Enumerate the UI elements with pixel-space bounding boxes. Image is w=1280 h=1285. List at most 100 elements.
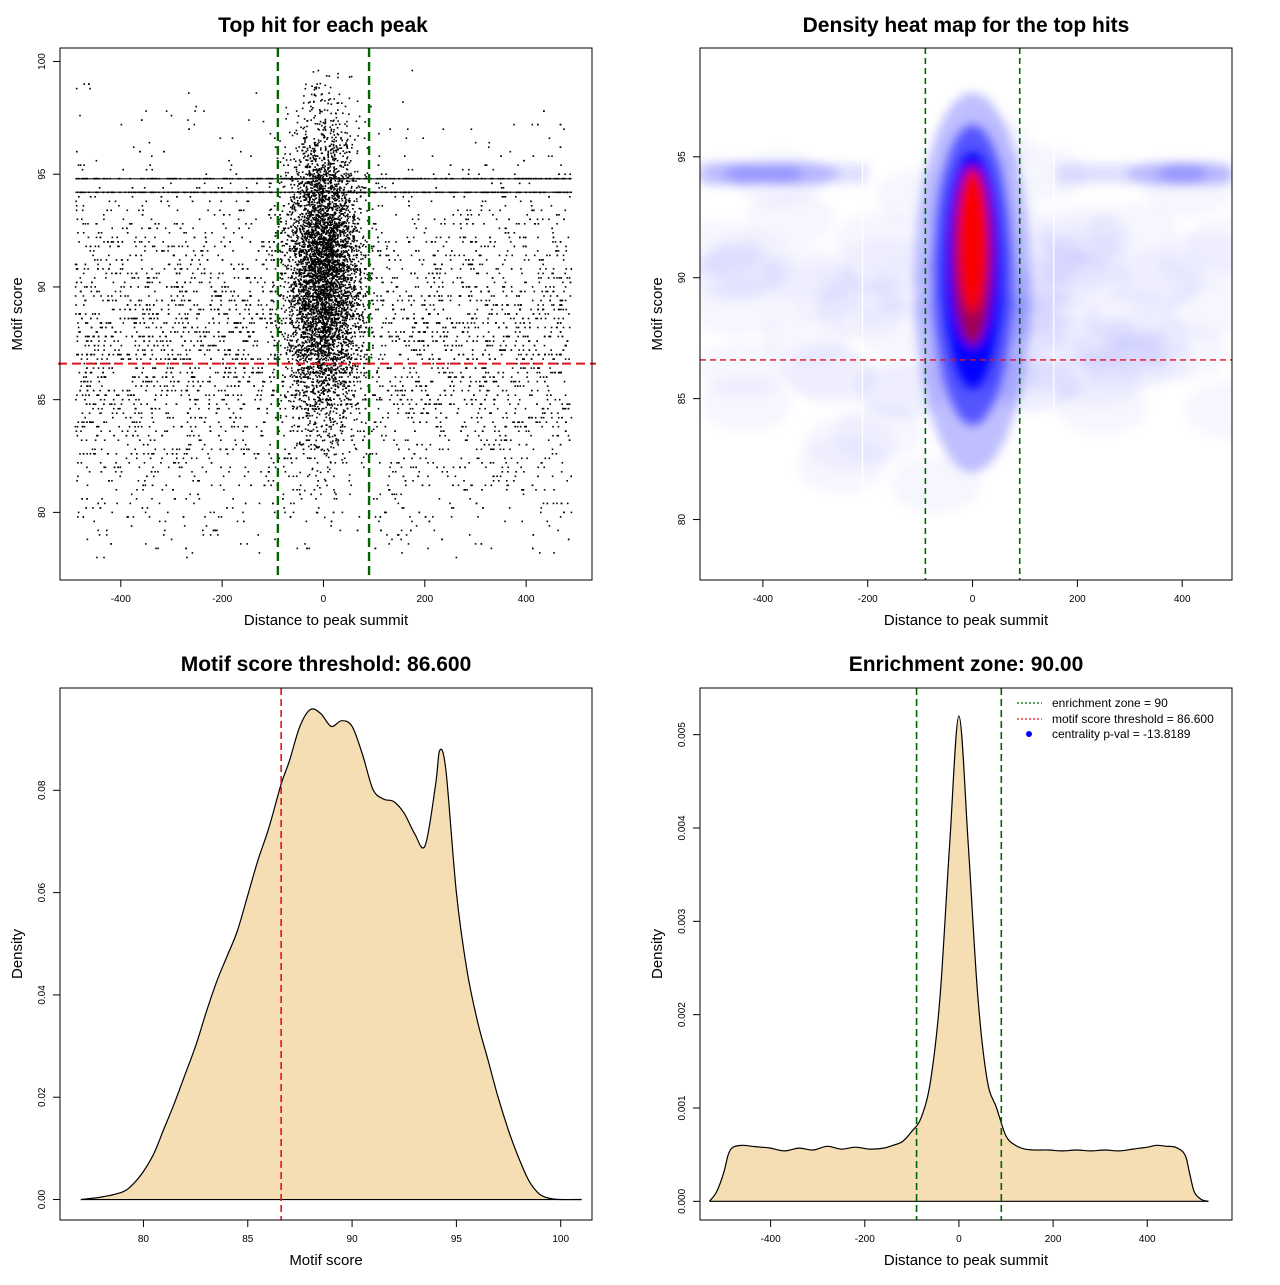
- scatter-point: [168, 313, 170, 315]
- scatter-point: [338, 254, 341, 257]
- scatter-point: [342, 412, 344, 414]
- scatter-point: [159, 335, 161, 338]
- scatter-point: [100, 430, 102, 432]
- scatter-point: [173, 380, 175, 383]
- scatter-point: [350, 268, 352, 270]
- scatter-point: [158, 272, 160, 275]
- scatter-point: [123, 286, 125, 288]
- scatter-point: [386, 367, 389, 369]
- scatter-point: [471, 241, 473, 243]
- scatter-point: [491, 182, 493, 185]
- scatter-point: [177, 462, 180, 464]
- scatter-point: [142, 317, 145, 320]
- scatter-point: [368, 326, 371, 329]
- scatter-point: [477, 516, 479, 518]
- scatter-point: [493, 245, 495, 248]
- scatter-point: [274, 146, 277, 148]
- scatter-point: [336, 353, 339, 356]
- scatter-point: [148, 340, 151, 342]
- scatter-point: [488, 141, 491, 144]
- scatter-point: [329, 214, 332, 216]
- scatter-point: [486, 439, 488, 441]
- scatter-point: [296, 263, 299, 266]
- scatter-point: [100, 259, 102, 261]
- scatter-point: [211, 299, 213, 302]
- scatter-point: [338, 371, 341, 374]
- scatter-point: [381, 232, 383, 234]
- scatter-point: [149, 439, 152, 441]
- scatter-point: [468, 259, 470, 261]
- scatter-point: [265, 326, 268, 329]
- scatter-point: [203, 443, 206, 446]
- scatter-point: [226, 453, 229, 455]
- scatter-point: [152, 453, 155, 455]
- scatter-point: [380, 277, 383, 279]
- scatter-point: [252, 331, 255, 333]
- scatter-point: [468, 286, 471, 288]
- scatter-point: [401, 552, 403, 554]
- scatter-point: [260, 277, 262, 279]
- scatter-point: [194, 254, 197, 257]
- scatter-point: [352, 394, 354, 396]
- scatter-point: [261, 263, 264, 266]
- scatter-point: [557, 412, 559, 414]
- scatter-point: [89, 403, 91, 405]
- scatter-point: [276, 353, 279, 356]
- scatter-point: [211, 344, 214, 347]
- scatter-point: [287, 214, 290, 216]
- scatter-point: [222, 358, 224, 360]
- scatter-point: [150, 218, 153, 221]
- scatter-point: [521, 457, 523, 460]
- scatter-point: [504, 259, 506, 261]
- scatter-point: [279, 407, 281, 410]
- scatter-point: [405, 137, 408, 139]
- scatter-point: [435, 187, 437, 189]
- scatter-point: [244, 308, 246, 311]
- scatter-point: [88, 394, 90, 396]
- scatter-point: [190, 376, 193, 378]
- scatter-point: [234, 326, 237, 329]
- scatter-point: [308, 241, 310, 243]
- scatter-point: [395, 214, 397, 216]
- scatter-point: [548, 457, 551, 460]
- scatter-point: [384, 425, 387, 428]
- scatter-point: [151, 453, 153, 455]
- scatter-point: [117, 466, 119, 469]
- scatter-point: [369, 313, 372, 315]
- scatter-point: [230, 263, 233, 266]
- scatter-point: [204, 335, 207, 338]
- scatter-point: [97, 376, 99, 378]
- scatter-point: [273, 344, 275, 347]
- scatter-point: [461, 425, 463, 428]
- scatter-point: [488, 146, 490, 148]
- scatter-point: [480, 209, 483, 212]
- scatter-point: [110, 241, 113, 243]
- scatter-point: [261, 241, 263, 243]
- scatter-point: [548, 196, 550, 198]
- scatter-point: [265, 259, 267, 261]
- scatter-point: [485, 394, 488, 396]
- scatter-point: [514, 407, 517, 410]
- scatter-point: [417, 376, 420, 378]
- scatter-point: [468, 335, 471, 338]
- scatter-point: [385, 434, 387, 437]
- scatter-point: [202, 529, 204, 532]
- scatter-point: [119, 295, 122, 297]
- scatter-point: [478, 385, 481, 387]
- scatter-point: [200, 416, 203, 419]
- scatter-point: [243, 475, 246, 478]
- scatter-point: [284, 448, 286, 451]
- scatter-point: [270, 299, 273, 302]
- scatter-point: [379, 335, 382, 338]
- scatter-point: [260, 304, 263, 306]
- scatter-point: [288, 453, 291, 455]
- scatter-point: [522, 493, 525, 496]
- scatter-point: [432, 462, 434, 464]
- scatter-point: [152, 277, 155, 279]
- scatter-point: [217, 389, 220, 392]
- scatter-point: [218, 322, 220, 324]
- scatter-point: [270, 403, 272, 405]
- scatter-point: [326, 412, 328, 414]
- scatter-point: [364, 277, 367, 279]
- scatter-point: [463, 489, 465, 491]
